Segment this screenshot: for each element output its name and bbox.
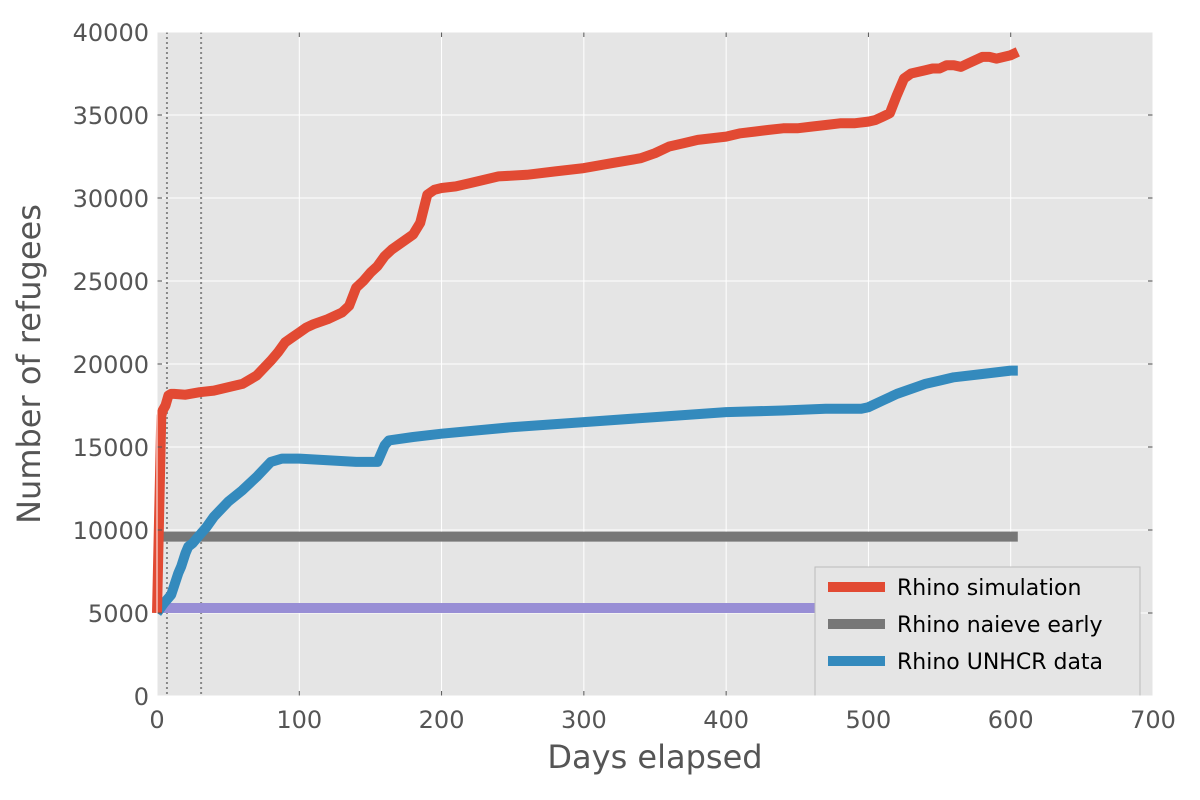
y-tick-label: 20000 — [73, 351, 149, 379]
tick-labels: 0 100 200 300 400 500 600 700 0 5000 10000 15000 200… — [73, 19, 1176, 734]
y-axis-label: Number of refugees — [10, 204, 48, 524]
legend: Rhino simulation Rhino naieve early Rhino … — [814, 566, 1141, 697]
vertical-reference-lines — [165, 32, 203, 696]
y-tick-label: 5000 — [88, 600, 149, 628]
y-tick-label: 0 — [134, 683, 149, 711]
y-tick-label: 30000 — [73, 185, 149, 213]
legend-entry: Rhino simulation — [897, 576, 1081, 601]
x-tick-label: 400 — [703, 706, 749, 734]
y-tick-label: 10000 — [73, 517, 149, 545]
y-tick-label: 40000 — [73, 19, 149, 47]
series-line-rhino-simulation — [152, 47, 1020, 614]
x-tick-label: 200 — [419, 706, 465, 734]
plot-frame — [156, 31, 1154, 697]
x-tick-label: 300 — [561, 706, 607, 734]
series-layer — [152, 47, 1020, 616]
x-tick-label: 700 — [1130, 706, 1176, 734]
x-tick-label: 100 — [276, 706, 322, 734]
x-axis-label: Days elapsed — [547, 738, 762, 776]
x-tick-label: 600 — [988, 706, 1034, 734]
x-tick-label: 0 — [149, 706, 164, 734]
legend-entry: Rhino naieve early — [897, 613, 1103, 638]
series-line-rhino-unhcr-data — [152, 365, 1018, 616]
legend-entry: Rhino UNHCR data — [897, 650, 1103, 675]
y-tick-label: 35000 — [73, 102, 149, 130]
x-tick-label: 500 — [846, 706, 892, 734]
y-tick-label: 25000 — [73, 268, 149, 296]
y-tick-label: 15000 — [73, 434, 149, 462]
